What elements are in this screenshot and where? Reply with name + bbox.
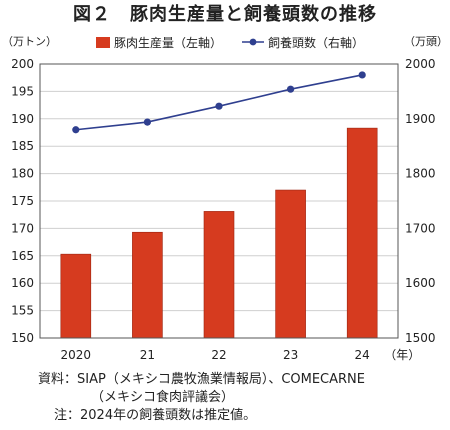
bar-layer: [60, 127, 378, 339]
y-right-tick-label: 1500: [405, 331, 436, 345]
x-tick-label: 2020: [61, 348, 92, 362]
plot-frame: [39, 63, 399, 339]
bar: [275, 189, 306, 339]
axis-layer: 150 155 160 165 170 175 180 185 190 195 200 1500 160…: [2, 35, 448, 362]
bar: [60, 253, 92, 339]
y-left-tick-label: 185: [11, 139, 34, 153]
y-left-tick-label: 170: [11, 221, 34, 235]
line-series: [75, 74, 363, 131]
y-left-tick-label: 200: [11, 57, 34, 71]
notes: 資料：SIAP（メキシコ農牧漁業情報局）、COMECARNE （メキシコ食肉評議…: [38, 371, 448, 425]
y-left-tick-label: 150: [11, 331, 34, 345]
y-left-tick-label: 195: [11, 84, 34, 98]
y-left-tick-label: 175: [11, 194, 34, 208]
y-left-tick-label: 190: [11, 112, 34, 126]
x-tick-label: 24: [355, 348, 370, 362]
x-tick-label: 21: [140, 348, 155, 362]
y-right-unit-label: （万頭）: [404, 35, 448, 48]
line-point: [215, 102, 223, 110]
y-left-tick-label: 155: [11, 304, 34, 318]
x-unit-label: （年）: [384, 348, 420, 362]
line-layer: [72, 71, 366, 134]
line-point: [143, 118, 151, 126]
legend-bar-label: 豚肉生産量（左軸）: [114, 35, 222, 50]
y-left-unit-label: （万トン）: [2, 35, 57, 48]
line-point: [358, 71, 366, 79]
bar: [346, 127, 378, 339]
source-line-1: 資料：SIAP（メキシコ農牧漁業情報局）、COMECARNE: [38, 372, 365, 387]
footnote: 注：2024年の飼養頭数は推定値。: [54, 408, 257, 423]
y-right-tick-label: 1800: [405, 167, 436, 181]
source-line-2: （メキシコ食肉評議会）: [91, 390, 235, 405]
y-right-tick-label: 1600: [405, 276, 436, 290]
bar: [203, 211, 235, 339]
legend-line-label: 飼養頭数（右軸）: [268, 35, 364, 50]
legend-line-marker: [249, 38, 257, 46]
chart-svg: 150 155 160 165 170 175 180 185 190 195 200 1500 160…: [2, 35, 448, 362]
bar: [132, 231, 163, 339]
y-right-tick-label: 2000: [405, 57, 436, 71]
legend: 豚肉生産量（左軸） 飼養頭数（右軸）: [96, 35, 364, 50]
x-tick-label: 22: [211, 348, 226, 362]
y-left-tick-label: 160: [11, 276, 34, 290]
y-right-tick-label: 1900: [405, 112, 436, 126]
y-left-tick-label: 180: [11, 167, 34, 181]
y-right-tick-label: 1700: [405, 221, 436, 235]
legend-bar-swatch: [96, 37, 110, 48]
chart-title: 図２ 豚肉生産量と飼養頭数の推移: [73, 4, 377, 25]
y-left-tick-label: 165: [11, 249, 34, 263]
line-point: [287, 85, 295, 93]
line-point: [72, 126, 80, 134]
chart-area: 150 155 160 165 170 175 180 185 190 195 200 1500 160…: [0, 30, 450, 370]
x-tick-label: 23: [283, 348, 298, 362]
